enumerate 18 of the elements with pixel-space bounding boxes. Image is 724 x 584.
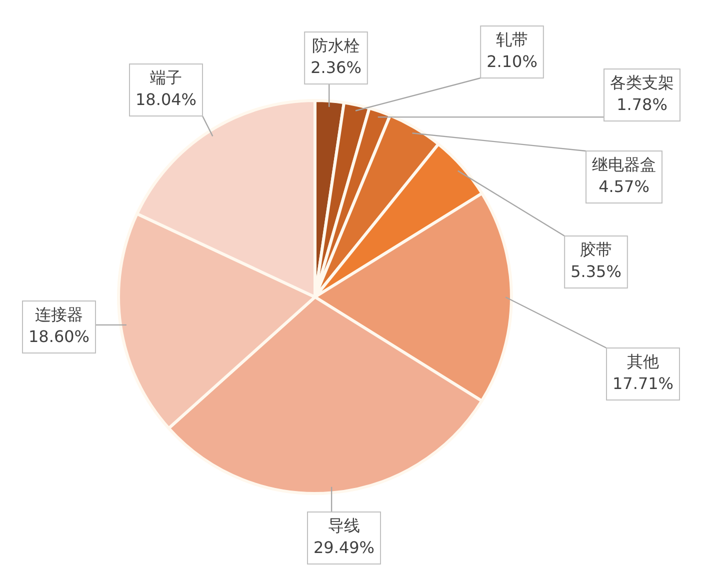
data-label: 17.71%: [612, 374, 674, 394]
slice-label: 轧带: [496, 30, 528, 50]
data-label: 2.10%: [486, 52, 538, 72]
data-label: 29.49%: [313, 538, 375, 558]
data-label: 4.57%: [598, 177, 650, 196]
slice-label: 胶带: [580, 240, 612, 260]
data-label: 18.04%: [135, 90, 197, 110]
slice-label: 连接器: [35, 305, 83, 324]
slice-label: 端子: [150, 68, 182, 88]
slice-label: 防水栓: [312, 36, 360, 56]
data-label: 18.60%: [28, 327, 90, 346]
slice-label: 继电器盒: [592, 155, 656, 174]
slice-label: 其他: [627, 352, 659, 372]
data-label: 5.35%: [570, 262, 622, 282]
slice-label: 导线: [328, 516, 360, 536]
data-label: 2.36%: [310, 58, 362, 78]
slice-label: 各类支架: [610, 73, 674, 92]
data-label: 1.78%: [616, 95, 668, 114]
